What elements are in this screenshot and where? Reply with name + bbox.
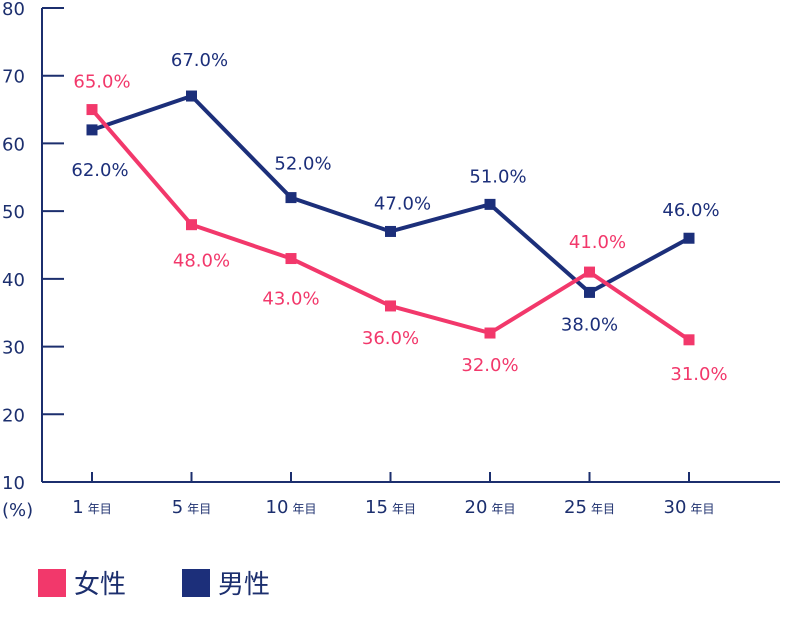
data-label-male: 38.0% bbox=[561, 314, 618, 335]
data-point-male bbox=[285, 192, 297, 204]
y-tick-label: 10 bbox=[2, 473, 25, 494]
data-point-male bbox=[186, 90, 197, 102]
x-tick-label: 20 年目 bbox=[465, 497, 516, 518]
data-label-female: 32.0% bbox=[461, 355, 518, 376]
legend-item-male: 男性 bbox=[182, 564, 270, 601]
data-point-male bbox=[683, 232, 695, 244]
data-point-male bbox=[584, 286, 595, 298]
data-label-female: 43.0% bbox=[262, 289, 319, 310]
data-label-male: 46.0% bbox=[662, 200, 719, 221]
data-label-male: 51.0% bbox=[469, 166, 526, 187]
y-tick-label: 60 bbox=[2, 134, 25, 155]
data-label-male: 67.0% bbox=[171, 50, 228, 71]
data-point-female bbox=[683, 334, 695, 346]
legend-label-female: 女性 bbox=[74, 570, 127, 600]
data-point-male bbox=[484, 198, 496, 210]
data-label-male: 62.0% bbox=[71, 160, 128, 181]
x-tick-label: 10 年目 bbox=[266, 497, 317, 518]
data-label-female: 36.0% bbox=[362, 328, 419, 349]
legend-swatch-male bbox=[182, 568, 211, 597]
y-tick-label: 50 bbox=[2, 202, 25, 223]
data-point-female bbox=[86, 104, 98, 116]
y-tick-label: 20 bbox=[2, 405, 25, 426]
data-point-female bbox=[285, 253, 297, 265]
y-tick-label: 70 bbox=[2, 67, 25, 88]
data-label-female: 41.0% bbox=[569, 232, 626, 253]
y-tick-label: 80 bbox=[2, 0, 25, 20]
x-tick-label: 1 年目 bbox=[72, 497, 111, 518]
data-point-male bbox=[86, 124, 98, 136]
x-tick-label: 30 年目 bbox=[664, 497, 715, 518]
data-point-female bbox=[484, 327, 496, 339]
data-point-female bbox=[186, 219, 197, 231]
data-labels: 65.0% 48.0% 43.0% 36.0% 32.0% 41.0% 31.0% 62.0%… bbox=[71, 50, 727, 385]
data-label-female: 31.0% bbox=[670, 364, 727, 385]
y-axis-unit: (%) bbox=[2, 500, 33, 521]
legend-swatch-female bbox=[38, 568, 66, 597]
data-point-female bbox=[385, 300, 396, 312]
data-label-male: 52.0% bbox=[274, 154, 331, 175]
x-tick-label: 5 年目 bbox=[172, 497, 211, 518]
y-tick-label: 30 bbox=[2, 338, 25, 359]
legend-label-male: 男性 bbox=[218, 570, 271, 600]
data-label-female: 48.0% bbox=[173, 251, 230, 272]
x-tick-label: 15 年目 bbox=[365, 497, 416, 518]
data-point-male bbox=[385, 225, 396, 237]
legend-item-female: 女性 bbox=[38, 564, 126, 601]
data-point-female bbox=[584, 266, 595, 278]
legend: 女性 男性 bbox=[38, 564, 270, 601]
data-label-female: 65.0% bbox=[73, 72, 130, 93]
series-group bbox=[86, 90, 695, 346]
axes: 10 20 30 40 50 60 70 80 (%) 1 年目 5 年目 10 年目 15 年目 20 年目 25 年… bbox=[2, 0, 780, 521]
data-label-male: 47.0% bbox=[374, 193, 431, 214]
x-tick-label: 25 年目 bbox=[564, 497, 615, 518]
y-tick-label: 40 bbox=[2, 270, 25, 291]
